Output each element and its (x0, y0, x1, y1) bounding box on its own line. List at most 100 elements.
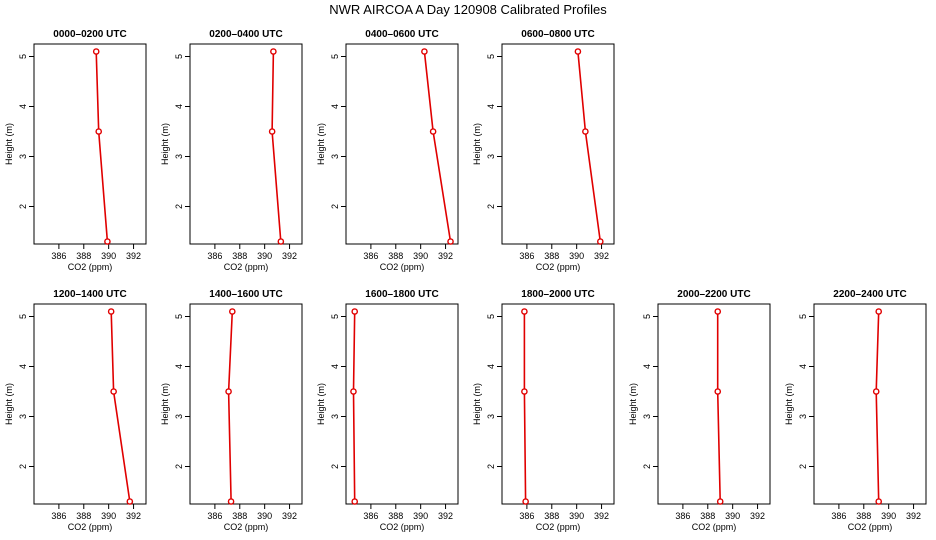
profile-line (110, 311, 131, 502)
y-tick-label: 3 (798, 414, 808, 419)
y-tick-label: 5 (18, 54, 28, 59)
y-tick-label: 5 (174, 54, 184, 59)
x-tick-label: 390 (257, 511, 272, 521)
y-tick-label: 3 (330, 154, 340, 159)
x-tick-label: 392 (438, 511, 453, 521)
x-tick-label: 390 (881, 511, 896, 521)
data-point (522, 498, 529, 505)
y-tick-label: 3 (486, 414, 496, 419)
profile-line (716, 311, 721, 502)
x-axis-label: CO2 (ppm) (224, 522, 269, 532)
x-axis-label: CO2 (ppm) (224, 262, 269, 272)
y-axis-label: Height (m) (160, 383, 170, 425)
y-tick-label: 5 (330, 54, 340, 59)
profile-line (875, 311, 880, 502)
y-tick-label: 5 (486, 54, 496, 59)
data-point (270, 48, 277, 55)
plot-frame (33, 303, 147, 505)
data-point (277, 238, 285, 245)
profile-panel: 2200–2400 UTC 386 388 390 392 2 3 4 5 CO2 (ppm) He… (784, 289, 927, 532)
plot-frame (189, 43, 303, 245)
data-point (126, 498, 134, 505)
plot-frame (501, 43, 615, 245)
y-tick-label: 2 (174, 204, 184, 209)
data-point (225, 388, 232, 395)
x-tick-label: 386 (831, 511, 846, 521)
profile-line (423, 51, 452, 242)
y-tick-label: 4 (174, 104, 184, 109)
y-axis-label: Height (m) (316, 383, 326, 425)
panel-title: 2000–2200 UTC (677, 289, 750, 300)
y-tick-label: 2 (18, 464, 28, 469)
y-tick-label: 5 (486, 314, 496, 319)
y-tick-label: 4 (174, 364, 184, 369)
plot-frame (813, 303, 927, 505)
x-tick-label: 392 (126, 511, 141, 521)
y-tick-label: 3 (642, 414, 652, 419)
y-tick-label: 5 (330, 314, 340, 319)
panel-title: 0600–0800 UTC (521, 29, 594, 40)
data-point (421, 48, 428, 55)
y-tick-label: 2 (486, 464, 496, 469)
x-tick-label: 386 (363, 251, 378, 261)
x-tick-label: 388 (232, 511, 247, 521)
y-axis-label: Height (m) (784, 383, 794, 425)
x-tick-label: 392 (906, 511, 921, 521)
panel-title: 0400–0600 UTC (365, 29, 438, 40)
x-tick-label: 392 (594, 511, 609, 521)
y-tick-label: 3 (330, 414, 340, 419)
x-tick-label: 388 (856, 511, 871, 521)
x-tick-label: 390 (257, 251, 272, 261)
data-point (582, 128, 589, 135)
data-point (351, 308, 359, 315)
y-tick-label: 2 (18, 204, 28, 209)
x-tick-label: 388 (388, 511, 403, 521)
panel-title: 0200–0400 UTC (209, 29, 282, 40)
y-tick-label: 4 (798, 364, 808, 369)
data-point (429, 128, 437, 135)
y-axis-label: Height (m) (472, 123, 482, 165)
y-tick-label: 4 (18, 364, 28, 369)
x-tick-label: 386 (363, 511, 378, 521)
y-tick-label: 5 (642, 314, 652, 319)
profile-line (352, 311, 356, 502)
profile-panel: 0400–0600 UTC 386 388 390 392 2 3 4 5 CO2 (ppm) He… (316, 29, 459, 272)
x-tick-label: 386 (519, 511, 534, 521)
profile-panel: 0200–0400 UTC 386 388 390 392 2 3 4 5 CO2 (ppm) He… (160, 29, 303, 272)
profile-line (227, 311, 234, 502)
y-tick-label: 2 (642, 464, 652, 469)
x-tick-label: 392 (750, 511, 765, 521)
panel-title: 2200–2400 UTC (833, 289, 906, 300)
data-point (521, 388, 528, 395)
y-tick-label: 5 (18, 314, 28, 319)
x-tick-label: 388 (76, 251, 91, 261)
data-point (92, 48, 100, 55)
x-tick-label: 386 (207, 251, 222, 261)
data-point (351, 498, 359, 505)
x-axis-label: CO2 (ppm) (536, 262, 581, 272)
data-point (716, 498, 724, 505)
y-tick-label: 4 (486, 104, 496, 109)
data-point (574, 48, 582, 55)
y-axis-label: Height (m) (160, 123, 170, 165)
x-axis-label: CO2 (ppm) (68, 522, 113, 532)
chart-title: NWR AIRCOA A Day 120908 Calibrated Profi… (329, 2, 607, 17)
data-point (714, 308, 722, 315)
profile-line (271, 51, 282, 242)
y-tick-label: 2 (174, 464, 184, 469)
plot-frame (501, 303, 615, 505)
data-point (875, 308, 883, 315)
profile-panel: 1600–1800 UTC 386 388 390 392 2 3 4 5 CO2 (ppm) He… (316, 289, 459, 532)
y-tick-label: 4 (18, 104, 28, 109)
x-tick-label: 388 (544, 511, 559, 521)
data-point (95, 128, 103, 135)
profile-panel: 0000–0200 UTC 386 388 390 392 2 3 4 5 CO2 (ppm) He… (4, 29, 147, 272)
profile-line (95, 51, 109, 242)
x-tick-label: 392 (594, 251, 609, 261)
x-tick-label: 388 (232, 251, 247, 261)
y-tick-label: 2 (330, 464, 340, 469)
x-tick-label: 390 (101, 511, 116, 521)
x-tick-label: 392 (126, 251, 141, 261)
panel-title: 0000–0200 UTC (53, 29, 126, 40)
panel-title: 1200–1400 UTC (53, 289, 126, 300)
